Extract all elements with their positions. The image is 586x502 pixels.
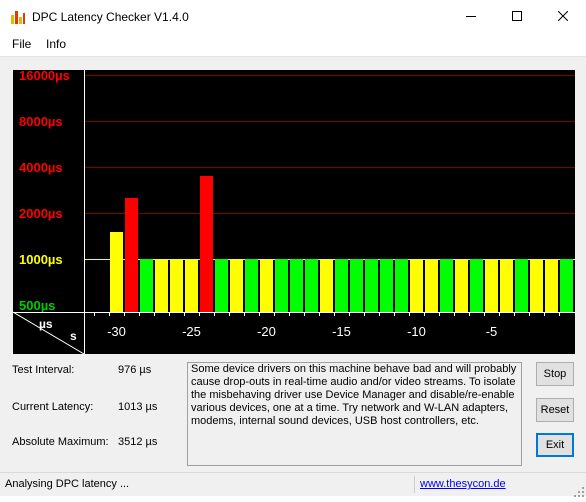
bar--12	[380, 259, 393, 312]
menu-info[interactable]: Info	[46, 37, 67, 51]
absolute-maximum-value: 3512 µs	[118, 436, 158, 448]
menu-file[interactable]: File	[12, 37, 32, 51]
y-label-500: 500µs	[19, 298, 55, 313]
y-label-16000: 16000µs	[19, 70, 70, 83]
latency-chart-svg: 16000µs 8000µs 4000µs 2000µs 1000µs 500µs µs s -…	[13, 70, 575, 354]
x-axis-unit-label: s	[70, 329, 77, 343]
title-bar[interactable]: DPC Latency Checker V1.4.0	[0, 0, 586, 33]
axis-corner-diagonal	[13, 311, 85, 354]
window-title: DPC Latency Checker V1.4.0	[32, 10, 189, 24]
close-button[interactable]	[540, 0, 586, 32]
bar--2	[530, 259, 543, 312]
y-axis-unit-label: µs	[39, 317, 53, 331]
x-tick-label-5: -5	[486, 324, 498, 339]
current-latency-label: Current Latency:	[12, 401, 94, 413]
bar--23	[215, 259, 228, 312]
menu-bar: File Info	[0, 33, 586, 56]
bar--1	[545, 259, 558, 312]
y-label-1000: 1000µs	[19, 252, 63, 267]
x-tick-label-10: -10	[407, 324, 426, 339]
bar--19	[275, 259, 288, 312]
menu-divider	[0, 56, 586, 57]
current-latency-value: 1013 µs	[118, 401, 158, 413]
bar--11	[395, 259, 408, 312]
bar-0	[560, 259, 573, 312]
y-label-8000: 8000µs	[19, 114, 63, 129]
bar--15	[335, 259, 348, 312]
latency-chart: 16000µs 8000µs 4000µs 2000µs 1000µs 500µs µs s -…	[13, 70, 575, 354]
bar--27	[155, 259, 168, 312]
maximize-button[interactable]	[494, 0, 540, 32]
bar--30	[110, 232, 123, 312]
bar--28	[140, 259, 153, 312]
status-divider	[414, 476, 415, 493]
bar--17	[305, 259, 318, 312]
bar--6	[470, 259, 483, 312]
bar-chart-app-icon	[10, 9, 26, 25]
absolute-maximum-label: Absolute Maximum:	[12, 436, 109, 448]
x-tick-label-30: -30	[107, 324, 126, 339]
x-tick-label-20: -20	[257, 324, 276, 339]
minimize-icon	[466, 11, 476, 21]
bar--26	[170, 259, 183, 312]
bar--14	[350, 259, 363, 312]
stop-button[interactable]: Stop	[536, 362, 574, 386]
bar--18	[290, 259, 303, 312]
y-label-4000: 4000µs	[19, 160, 63, 175]
bar--9	[425, 259, 438, 312]
bar--21	[245, 259, 258, 312]
bar--22	[230, 259, 243, 312]
resize-grip-icon[interactable]	[574, 484, 584, 497]
maximize-icon	[512, 11, 522, 21]
bar--20	[260, 259, 273, 312]
bar--4	[500, 259, 513, 312]
close-icon	[558, 11, 568, 21]
status-bar: Analysing DPC latency ... www.thesycon.d…	[0, 472, 586, 497]
bar--29	[125, 198, 138, 312]
bar--8	[440, 259, 453, 312]
bar--10	[410, 259, 423, 312]
test-interval-value: 976 µs	[118, 364, 152, 376]
x-tick-label-15: -15	[332, 324, 351, 339]
status-text: Analysing DPC latency ...	[5, 478, 130, 490]
minimize-button[interactable]	[448, 0, 494, 32]
exit-button[interactable]: Exit	[536, 433, 574, 457]
test-interval-label: Test Interval:	[12, 364, 75, 376]
bar--5	[485, 259, 498, 312]
bar--25	[185, 259, 198, 312]
y-label-2000: 2000µs	[19, 206, 63, 221]
bar--7	[455, 259, 468, 312]
reset-button[interactable]: Reset	[536, 398, 574, 422]
bar--13	[365, 259, 378, 312]
bar--24	[200, 176, 213, 312]
info-message-box: Some device drivers on this machine beha…	[187, 362, 522, 466]
bar--16	[320, 259, 333, 312]
bar--3	[515, 259, 528, 312]
x-tick-label-25: -25	[182, 324, 201, 339]
website-link[interactable]: www.thesycon.de	[420, 478, 506, 490]
